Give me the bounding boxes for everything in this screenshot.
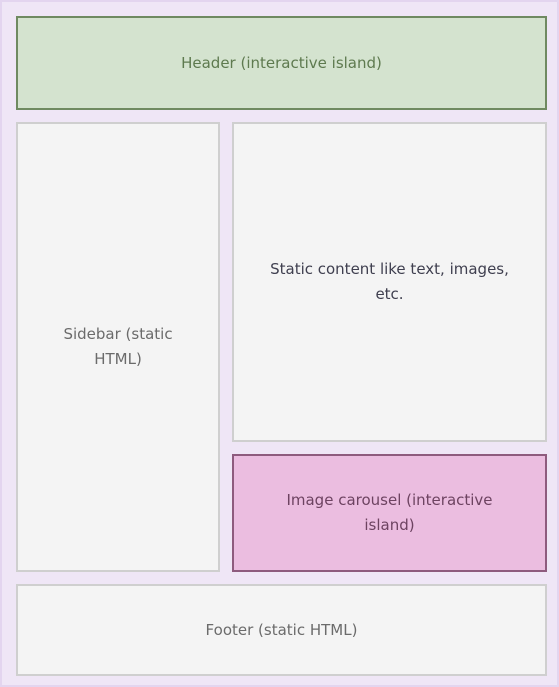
static-content-label: Static content like text, images, etc. (270, 260, 509, 303)
header-island-box: Header (interactive island) (16, 16, 547, 110)
image-carousel-island-box: Image carousel (interactive island) (232, 454, 547, 572)
header-island-label: Header (interactive island) (181, 53, 382, 72)
sidebar-static-box: Sidebar (static HTML) (16, 122, 220, 572)
footer-static-label: Footer (static HTML) (205, 620, 358, 639)
footer-static-box: Footer (static HTML) (16, 584, 547, 676)
image-carousel-island-label: Image carousel (interactive island) (286, 491, 493, 534)
sidebar-static-label: Sidebar (static HTML) (63, 325, 173, 368)
static-content-box: Static content like text, images, etc. (232, 122, 547, 442)
